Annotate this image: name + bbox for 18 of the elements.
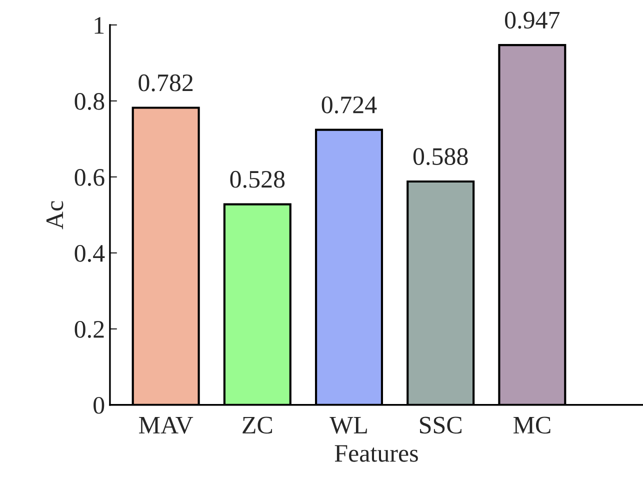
data-label: 0.947 (505, 12, 560, 29)
x-tick-label: ZC (242, 416, 272, 434)
data-label: 0.588 (413, 148, 468, 166)
data-label: 0.782 (138, 74, 193, 92)
x-tick-label: MAV (138, 416, 194, 434)
x-tick-label: WL (330, 416, 367, 434)
y-tick-label: 1 (94, 17, 104, 34)
x-tick-label: SSC (420, 416, 462, 434)
y-axis-title: Ac (46, 201, 64, 230)
y-tick-label: 0.2 (74, 320, 104, 338)
x-tick-label: MC (513, 416, 550, 434)
data-label: 0.724 (322, 96, 377, 114)
x-axis-title: Features (334, 445, 418, 462)
y-tick-label: 0 (94, 396, 104, 414)
y-tick-label: 0.4 (74, 244, 105, 262)
y-tick-label: 0.8 (74, 92, 104, 110)
data-label: 0.528 (230, 170, 285, 188)
y-tick-label: 0.6 (74, 168, 104, 186)
